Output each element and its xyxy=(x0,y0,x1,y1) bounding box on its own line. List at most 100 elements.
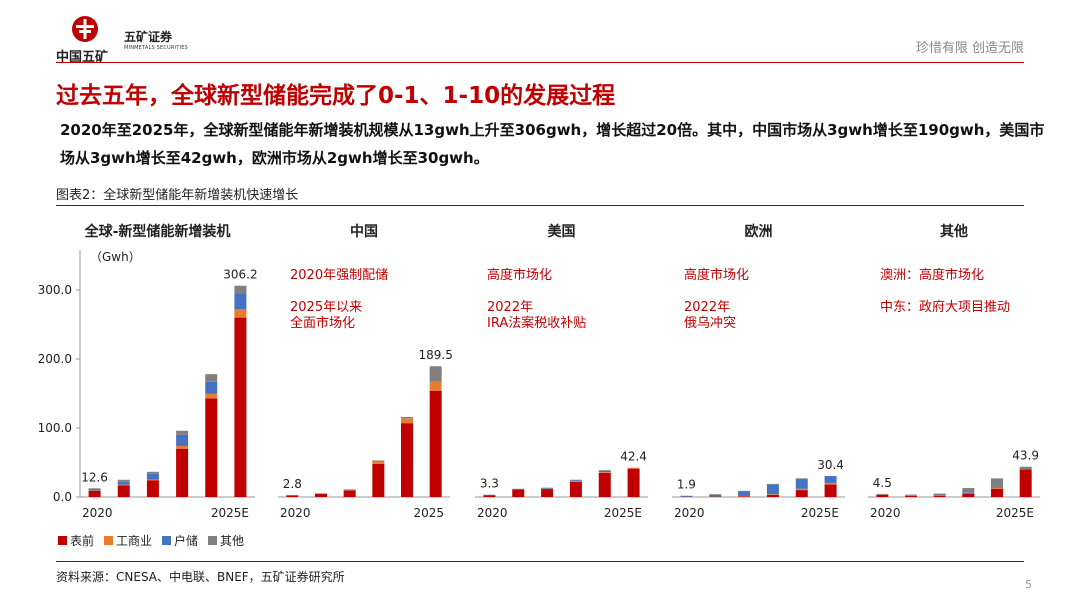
bar-segment xyxy=(372,463,385,497)
legend-swatch xyxy=(208,536,218,545)
data-label: 30.4 xyxy=(817,458,844,472)
bar-segment xyxy=(738,496,751,497)
bar-segment xyxy=(962,492,975,493)
chart-note: 高度市场化 xyxy=(684,267,749,283)
bar-segment xyxy=(933,495,946,497)
bar-segment xyxy=(205,398,218,497)
y-tick-label: 100.0 xyxy=(38,421,72,435)
chart-area: 全球-新型储能新增装机 0.0 100.0 200.0 300.0 （Gwh） 12.6 30… xyxy=(0,206,1080,561)
bar-segment xyxy=(680,495,693,497)
legend-label: 表前 xyxy=(70,534,95,548)
bar-segment xyxy=(205,381,218,394)
bar-segment xyxy=(429,390,442,497)
chart-title: 美国 xyxy=(548,223,576,240)
bar-segment xyxy=(88,488,101,490)
chart-title: 中国 xyxy=(350,223,378,240)
x-tick-label: 2025E xyxy=(996,506,1034,520)
bar-segment xyxy=(738,490,751,492)
bar-segment xyxy=(627,468,640,469)
bar-segment xyxy=(401,416,413,419)
bar-segment xyxy=(343,489,356,491)
bar-segment xyxy=(598,472,611,473)
x-tick-label: 2020 xyxy=(674,506,705,520)
slide-title: 过去五年，全球新型储能完成了0-1、1-10的发展过程 xyxy=(56,83,616,109)
bar-segment xyxy=(176,448,189,497)
y-tick-label: 200.0 xyxy=(38,352,72,366)
bar-segment xyxy=(824,484,837,497)
legend-label: 其他 xyxy=(220,534,245,548)
header-slogan: 珍惜有限 创造无限 xyxy=(915,41,1024,56)
data-label: 3.3 xyxy=(480,477,499,491)
bar-segment xyxy=(709,494,722,497)
bar-segment xyxy=(795,478,808,480)
legend-item-residential: 户储 xyxy=(162,532,198,549)
data-label: 4.5 xyxy=(873,476,892,490)
data-label: 2.8 xyxy=(283,477,302,491)
bar-segment xyxy=(824,482,837,485)
chart-note: 高度市场化 xyxy=(487,267,552,283)
legend-item-other: 其他 xyxy=(208,532,244,549)
bar-segment xyxy=(541,489,554,497)
chart-title: 全球-新型储能新增装机 xyxy=(84,223,231,240)
bar-segment xyxy=(876,494,889,497)
bar-segment xyxy=(234,317,247,497)
figure-label: 图表2：全球新型储能年新增装机快速增长 xyxy=(56,188,299,203)
legend-item-commercial: 工商业 xyxy=(104,532,152,549)
bar-segment xyxy=(569,479,582,481)
bar-segment xyxy=(569,480,582,482)
bar-segment xyxy=(766,483,779,485)
data-label: 189.5 xyxy=(418,348,452,362)
bar-segment xyxy=(991,488,1003,489)
bar-segment xyxy=(795,488,808,491)
data-label: 12.6 xyxy=(81,470,108,484)
chart-note: 2022年 xyxy=(684,300,730,315)
bar-segment xyxy=(766,484,779,495)
bar-segment xyxy=(146,480,159,497)
x-tick-label: 2020 xyxy=(280,506,311,520)
bar-segment xyxy=(962,492,975,494)
minmetals-emblem-icon xyxy=(72,16,98,42)
page-number: 5 xyxy=(1025,578,1032,591)
data-label: 42.4 xyxy=(620,450,647,464)
bar-segment xyxy=(205,393,218,399)
y-unit-label: （Gwh） xyxy=(90,250,141,264)
bar-segment xyxy=(176,430,189,435)
bar-segment xyxy=(372,461,385,464)
bar-segment xyxy=(876,493,889,495)
bar-segment xyxy=(962,493,975,497)
bar-segment xyxy=(627,468,640,497)
bar-segment xyxy=(598,470,611,471)
bar-segment xyxy=(1019,469,1032,497)
legend-label: 户储 xyxy=(174,534,199,548)
chart-title: 欧洲 xyxy=(745,223,773,240)
data-label: 43.9 xyxy=(1012,449,1039,463)
x-tick-label: 2020 xyxy=(82,506,113,520)
bar-segment xyxy=(766,494,779,497)
bar-segment xyxy=(795,490,808,497)
legend-swatch xyxy=(162,536,172,545)
legend-item-front: 表前 xyxy=(58,532,94,549)
bar-segment xyxy=(205,374,218,382)
bar-segment xyxy=(429,381,442,391)
bar-segment xyxy=(991,488,1003,497)
bar-segment xyxy=(234,293,247,310)
bar-segment xyxy=(766,494,779,495)
chart-note: 全面市场化 xyxy=(290,315,355,331)
chart-note: 澳洲：高度市场化 xyxy=(880,267,984,283)
y-tick-label: 0.0 xyxy=(53,490,72,504)
chart-title: 其他 xyxy=(940,223,968,240)
logo-chinese-name: 中国五矿 xyxy=(56,50,109,65)
data-label: 306.2 xyxy=(223,268,257,282)
bar-segment xyxy=(709,494,722,495)
logo-brand-name: 五矿证券 xyxy=(124,30,173,44)
x-tick-label: 2025 xyxy=(413,506,444,520)
header-divider xyxy=(56,62,1024,63)
bar-segment xyxy=(905,494,917,496)
y-tick-label: 300.0 xyxy=(38,283,72,297)
chart-note: 2020年强制配储 xyxy=(290,268,388,283)
bar-segment xyxy=(1019,466,1032,470)
bar-segment xyxy=(962,488,975,493)
bar-segment xyxy=(598,470,611,473)
bar-segment xyxy=(234,285,247,294)
legend-label: 工商业 xyxy=(116,534,153,548)
